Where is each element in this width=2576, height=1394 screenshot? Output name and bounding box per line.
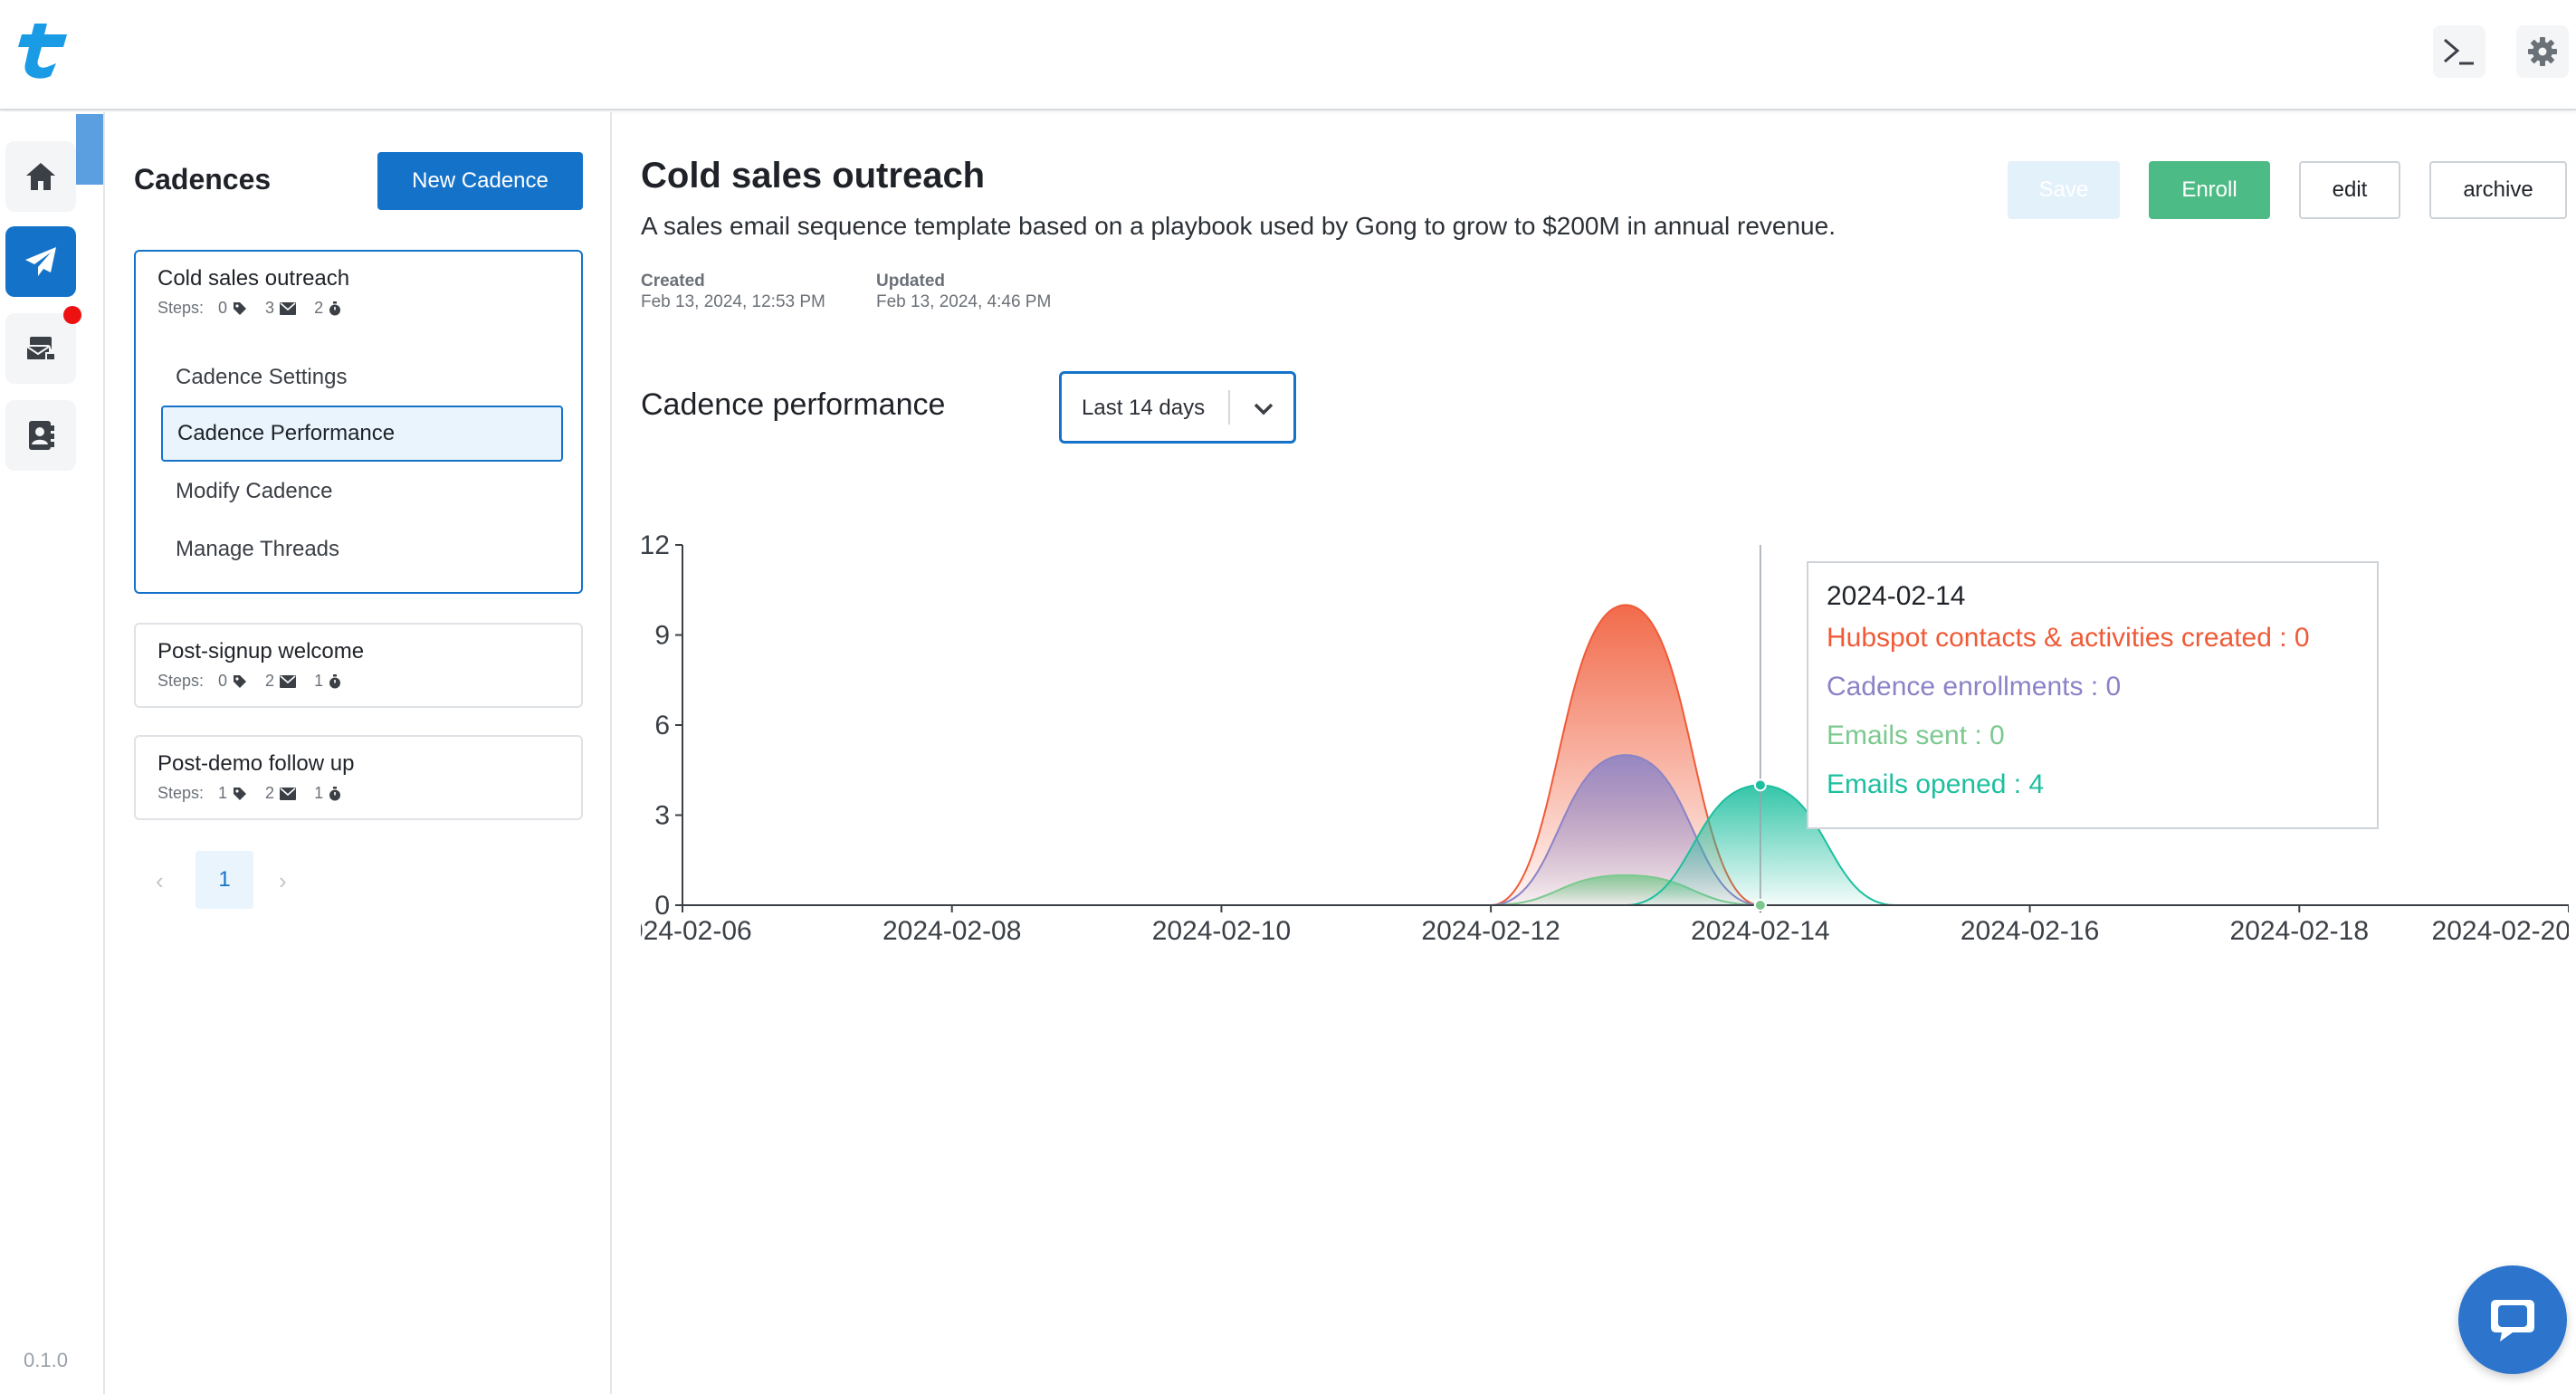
next-page-icon[interactable]: › [279,867,287,894]
home-icon [26,163,55,190]
tag-count: 0 [218,299,228,317]
nav-active-indicator [76,114,103,185]
cadence-description: A sales email sequence template based on… [641,212,1836,240]
email-count: 2 [265,672,275,690]
y-tick-label: 9 [654,621,670,651]
cadence-steps: Steps: 0 3 2 [157,299,341,318]
tag-count: 1 [218,784,228,802]
cadence-steps: Steps: 0 2 1 [157,672,341,691]
stopwatch-icon [329,673,341,688]
updated-value: Feb 13, 2024, 4:46 PM [876,292,1052,311]
nav-cadences[interactable] [5,226,76,297]
cadence-steps: Steps: 1 2 1 [157,784,341,803]
tag-icon [234,674,247,688]
wait-count: 1 [314,672,324,690]
x-tick-label: 2024-02-08 [883,916,1021,946]
tooltip-enrollments: Cadence enrollments : 0 [1827,672,2122,702]
tag-icon [234,787,247,800]
y-tick-label: 3 [654,801,670,831]
x-tick-label: 2024-02-16 [1961,916,2099,946]
paper-plane-icon [25,247,56,276]
cadence-title: Cold sales outreach [641,156,986,196]
nav-contacts[interactable] [5,400,76,471]
cadence-card-post-demo[interactable]: Post-demo follow up Steps: 1 2 1 [134,735,583,820]
date-range-value: Last 14 days [1082,396,1206,420]
x-tick-label: 2024-02-18 [2230,916,2369,946]
y-tick-label: 12 [641,530,670,560]
cadence-name: Post-demo follow up [157,751,355,776]
steps-label: Steps: [157,784,205,802]
tag-icon [234,301,247,315]
support-chat-button[interactable] [2458,1265,2567,1374]
updated-label: Updated [876,272,945,291]
tooltip-date: 2024-02-14 [1827,581,1966,611]
nav-home[interactable] [5,141,76,212]
envelope-icon [280,787,297,800]
x-tick-label: 2024-02-14 [1691,916,1829,946]
tag-count: 0 [218,672,228,690]
submenu-cadence-settings[interactable]: Cadence Settings [176,365,348,389]
select-divider [1228,390,1230,425]
series-enrollments-area [682,755,2569,905]
page-number[interactable]: 1 [196,851,253,909]
chevron-down-icon [1254,403,1274,415]
x-tick-label: 2024-02-10 [1152,916,1291,946]
chat-icon [2491,1300,2534,1341]
wait-count: 1 [314,784,324,802]
created-label: Created [641,272,705,291]
tooltip-hubspot: Hubspot contacts & activities created : … [1827,623,2310,653]
hover-point [1753,778,1767,792]
tooltip-emails-opened: Emails opened : 4 [1827,769,2045,799]
gear-icon[interactable] [2516,25,2569,78]
email-count: 2 [265,784,275,802]
cadence-name: Post-signup welcome [157,639,365,664]
app-version: 0.1.0 [24,1349,68,1371]
stopwatch-icon [329,301,341,315]
prev-page-icon[interactable]: ‹ [156,867,164,894]
tooltip-emails-sent: Emails sent : 0 [1827,721,2005,750]
save-button[interactable]: Save [2008,161,2120,219]
envelope-icon [280,301,297,315]
nav-inbox[interactable] [5,313,76,384]
x-tick-label: 2024-02-20 [2432,916,2569,946]
mail-stack-icon [25,337,56,361]
created-value: Feb 13, 2024, 12:53 PM [641,292,825,311]
submenu-manage-threads[interactable]: Manage Threads [176,537,340,561]
chart-tooltip: 2024-02-14 Hubspot contacts & activities… [1807,561,2379,829]
steps-label: Steps: [157,299,205,317]
archive-button[interactable]: archive [2429,161,2567,219]
enroll-button[interactable]: Enroll [2149,161,2270,219]
submenu-modify-cadence[interactable]: Modify Cadence [176,479,333,503]
x-tick-label: 2024-02-06 [641,916,752,946]
submenu-cadence-performance[interactable]: Cadence Performance [161,406,563,462]
list-title: Cadences [134,163,272,196]
series-sent-area [682,874,2569,905]
steps-label: Steps: [157,672,205,690]
inbox-notification-badge [63,306,81,324]
edit-button[interactable]: edit [2299,161,2400,219]
y-tick-label: 0 [654,891,670,921]
top-bar [0,0,2576,110]
cadence-name: Cold sales outreach [157,266,350,291]
envelope-icon [280,674,297,688]
hover-point [1753,899,1767,912]
cadence-card-post-signup[interactable]: Post-signup welcome Steps: 0 2 1 [134,623,583,708]
performance-chart[interactable]: 0 3 6 9 12 2024-02-06 2024-02-08 2024-02-10 2024… [641,507,2569,978]
pagination: ‹ 1 › [134,851,315,909]
terminal-icon[interactable] [2433,25,2485,78]
email-count: 3 [265,299,275,317]
icon-rail [0,112,105,1394]
y-tick-label: 6 [654,711,670,740]
contact-book-icon [29,421,54,450]
performance-title: Cadence performance [641,387,946,422]
date-range-select[interactable]: Last 14 days [1059,371,1296,444]
cadence-card-cold-sales[interactable]: Cold sales outreach Steps: 0 3 2 Cadence… [134,250,583,594]
new-cadence-button[interactable]: New Cadence [377,152,583,210]
app-logo-icon[interactable] [14,18,78,81]
stopwatch-icon [329,786,341,800]
x-tick-label: 2024-02-12 [1421,916,1560,946]
wait-count: 2 [314,299,324,317]
